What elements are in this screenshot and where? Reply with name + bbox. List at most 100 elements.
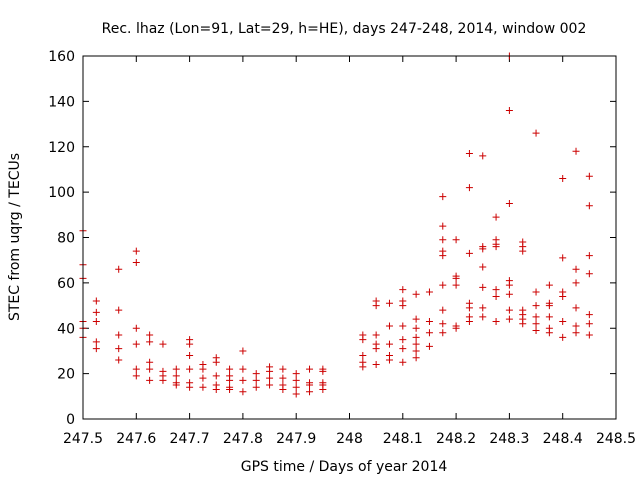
data-point [306, 381, 314, 389]
data-point [425, 329, 433, 337]
data-point [226, 365, 234, 373]
data-point [425, 288, 433, 296]
data-point [239, 376, 247, 384]
data-point [252, 370, 260, 378]
data-point [559, 254, 567, 262]
data-point [585, 320, 593, 328]
data-point [132, 324, 140, 332]
data-point [186, 383, 194, 391]
data-point [439, 281, 447, 289]
data-point [115, 345, 123, 353]
y-tick-label: 120 [48, 140, 75, 156]
data-point [412, 333, 420, 341]
data-point [279, 365, 287, 373]
data-point [212, 386, 220, 394]
data-point [585, 311, 593, 319]
data-point [439, 320, 447, 328]
data-point [372, 361, 380, 369]
data-point [559, 292, 567, 300]
y-tick-label: 160 [48, 49, 75, 65]
data-point [505, 199, 513, 207]
x-tick-label: 248.2 [436, 431, 476, 447]
data-point [399, 286, 407, 294]
data-point [492, 317, 500, 325]
data-point [412, 347, 420, 355]
data-point [319, 367, 327, 375]
data-point [359, 363, 367, 371]
data-point [532, 129, 540, 137]
data-point [572, 147, 580, 155]
data-point [465, 150, 473, 158]
data-points [79, 52, 593, 398]
x-tick-label: 248.4 [543, 431, 583, 447]
data-point [465, 317, 473, 325]
data-point [559, 175, 567, 183]
data-point [505, 306, 513, 314]
data-point [439, 236, 447, 244]
x-tick-label: 248.3 [489, 431, 529, 447]
data-point [479, 152, 487, 160]
data-point [479, 263, 487, 271]
data-point [519, 320, 527, 328]
data-point [372, 302, 380, 310]
data-point [412, 324, 420, 332]
data-point [292, 370, 300, 378]
x-tick-label: 247.6 [116, 431, 156, 447]
y-tick-label: 140 [48, 94, 75, 110]
data-point [92, 317, 100, 325]
data-point [199, 374, 207, 382]
data-point [532, 313, 540, 321]
data-point [505, 281, 513, 289]
data-point [159, 340, 167, 348]
data-point [292, 390, 300, 398]
data-point [425, 342, 433, 350]
data-point [385, 356, 393, 364]
data-point [439, 252, 447, 260]
data-point [545, 313, 553, 321]
data-point [452, 274, 460, 282]
data-point [292, 376, 300, 384]
data-point [212, 372, 220, 380]
data-point [479, 313, 487, 321]
data-point [319, 386, 327, 394]
data-point [146, 365, 154, 373]
data-point [252, 383, 260, 391]
data-point [559, 333, 567, 341]
plot-area-border [82, 55, 617, 420]
data-point [452, 236, 460, 244]
data-point [372, 345, 380, 353]
data-point [572, 279, 580, 287]
data-point [439, 306, 447, 314]
data-point [425, 317, 433, 325]
data-point [212, 358, 220, 366]
data-point [115, 306, 123, 314]
x-tick-label: 248.5 [596, 431, 636, 447]
y-tick-label: 20 [57, 367, 75, 383]
data-point [252, 376, 260, 384]
data-point [385, 322, 393, 330]
data-point [132, 258, 140, 266]
data-point [92, 308, 100, 316]
data-point [399, 358, 407, 366]
data-point [306, 365, 314, 373]
data-point [199, 365, 207, 373]
data-point [559, 317, 567, 325]
data-point [519, 247, 527, 255]
data-point [505, 290, 513, 298]
data-point [239, 347, 247, 355]
data-point [532, 327, 540, 335]
data-point [585, 270, 593, 278]
data-point [186, 340, 194, 348]
data-point [186, 365, 194, 373]
chart-title: Rec. lhaz (Lon=91, Lat=29, h=HE), days 2… [102, 21, 587, 37]
data-point [585, 331, 593, 339]
data-point [545, 281, 553, 289]
y-tick-label: 40 [57, 321, 75, 337]
data-point [385, 299, 393, 307]
data-point [239, 388, 247, 396]
data-point [132, 372, 140, 380]
data-point [479, 245, 487, 253]
data-point [115, 331, 123, 339]
data-point [505, 106, 513, 114]
